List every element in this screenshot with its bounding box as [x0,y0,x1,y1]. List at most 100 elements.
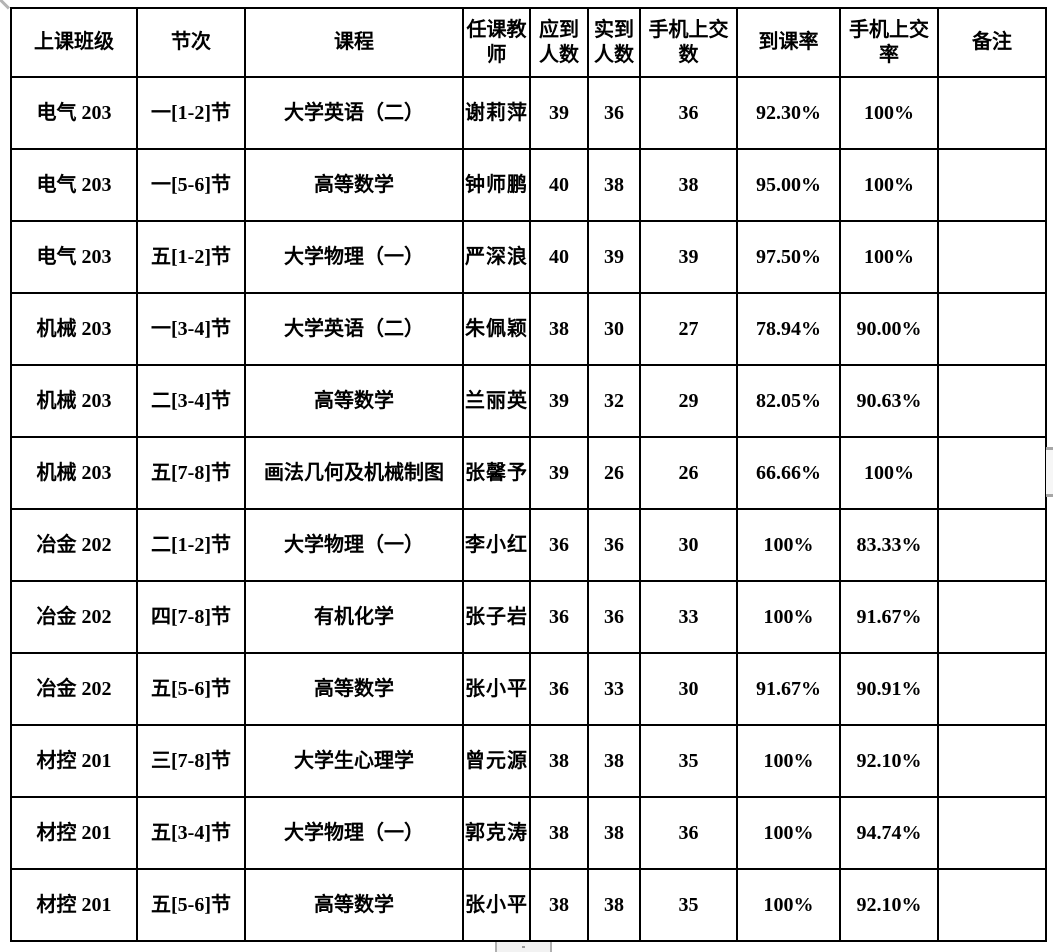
table-row: 冶金 202 四[7-8]节 有机化学 张子岩 36 36 33 100% 91.67% [10,580,1047,654]
table-cell: 36 [529,580,589,654]
table-cell: 92.30% [736,76,841,150]
table-cell: 38 [587,868,641,942]
scrollbar-grip-icon [521,946,525,948]
table-cell: 李小红 [462,508,531,582]
table-cell: 92.10% [839,724,939,798]
table-cell: 36 [639,796,738,870]
table-cell: 39 [639,220,738,294]
table-cell [937,868,1047,942]
table-cell [937,148,1047,222]
table-cell [937,508,1047,582]
table-cell: 大学物理（一） [244,508,464,582]
table-cell: 36 [587,76,641,150]
table-cell: 36 [587,508,641,582]
table-cell: 张子岩 [462,580,531,654]
table-cell: 画法几何及机械制图 [244,436,464,510]
table-cell [937,580,1047,654]
table-cell: 40 [529,220,589,294]
column-header-0: 上课班级 [10,7,138,78]
table-cell: 朱佩颖 [462,292,531,366]
table-cell: 冶金 202 [10,508,138,582]
table-cell: 钟师鹏 [462,148,531,222]
table-cell: 39 [529,364,589,438]
table-body: 电气 203 一[1-2]节 大学英语（二） 谢莉萍 39 36 36 92.30% 100% 电… [10,76,1047,942]
table-cell: 90.63% [839,364,939,438]
table-cell: 冶金 202 [10,652,138,726]
table-cell: 电气 203 [10,76,138,150]
table-cell: 83.33% [839,508,939,582]
table-cell: 冶金 202 [10,580,138,654]
table-row: 材控 201 三[7-8]节 大学生心理学 曾元源 38 38 35 100% 92.10% [10,724,1047,798]
table-cell: 机械 203 [10,292,138,366]
table-cell: 92.10% [839,868,939,942]
table-cell: 36 [587,580,641,654]
table-cell: 电气 203 [10,220,138,294]
table-cell [937,796,1047,870]
table-cell: 高等数学 [244,364,464,438]
table-cell: 四[7-8]节 [136,580,246,654]
table-cell: 100% [736,868,841,942]
table-cell: 五[1-2]节 [136,220,246,294]
table-cell [937,436,1047,510]
table-cell: 二[3-4]节 [136,364,246,438]
table-cell: 100% [839,220,939,294]
table-cell: 39 [587,220,641,294]
table-cell: 谢莉萍 [462,76,531,150]
horizontal-scrollbar-thumb[interactable] [495,942,552,952]
table-cell: 82.05% [736,364,841,438]
table-cell: 90.91% [839,652,939,726]
table-cell: 26 [587,436,641,510]
table-cell: 郭克涛 [462,796,531,870]
table-cell: 大学英语（二） [244,292,464,366]
vertical-scrollbar-thumb[interactable] [1046,447,1053,497]
table-cell [937,220,1047,294]
table-cell: 一[1-2]节 [136,76,246,150]
column-header-4: 应到人数 [529,7,589,78]
table-cell: 33 [639,580,738,654]
table-cell: 94.74% [839,796,939,870]
table-cell: 91.67% [839,580,939,654]
table-cell: 40 [529,148,589,222]
table-cell: 29 [639,364,738,438]
table-cell: 有机化学 [244,580,464,654]
table-cell [937,292,1047,366]
table-cell: 38 [587,724,641,798]
table-cell: 38 [529,796,589,870]
table-cell: 30 [587,292,641,366]
table-cell: 二[1-2]节 [136,508,246,582]
table-cell: 电气 203 [10,148,138,222]
table-cell: 39 [529,76,589,150]
table-cell: 36 [639,76,738,150]
table-cell: 三[7-8]节 [136,724,246,798]
table-cell: 38 [587,796,641,870]
column-header-5: 实到人数 [587,7,641,78]
table-cell: 91.67% [736,652,841,726]
table-cell: 36 [529,508,589,582]
table-row: 材控 201 五[3-4]节 大学物理（一） 郭克涛 38 38 36 100% 94.74% [10,796,1047,870]
table-cell: 张小平 [462,652,531,726]
table-cell [937,364,1047,438]
column-header-1: 节次 [136,7,246,78]
table-cell: 38 [639,148,738,222]
table-cell: 100% [839,436,939,510]
table-cell: 机械 203 [10,436,138,510]
table-cell: 大学物理（一） [244,220,464,294]
table-row: 电气 203 五[1-2]节 大学物理（一） 严深浪 40 39 39 97.50% 100% [10,220,1047,294]
attendance-table: 上课班级 节次 课程 任课教师 应到人数 实到人数 手机上交数 到课率 手机上交率 备注 电气 2… [10,7,1047,942]
table-cell: 90.00% [839,292,939,366]
table-cell: 100% [736,508,841,582]
column-header-3: 任课教师 [462,7,531,78]
table-cell: 五[7-8]节 [136,436,246,510]
header-row: 上课班级 节次 课程 任课教师 应到人数 实到人数 手机上交数 到课率 手机上交率 备注 [10,7,1047,78]
table-cell: 材控 201 [10,868,138,942]
table-cell: 材控 201 [10,724,138,798]
table-cell: 大学生心理学 [244,724,464,798]
table-cell: 张小平 [462,868,531,942]
table-cell: 97.50% [736,220,841,294]
table-cell: 五[5-6]节 [136,868,246,942]
table-cell: 36 [529,652,589,726]
table-cell: 33 [587,652,641,726]
table-row: 机械 203 五[7-8]节 画法几何及机械制图 张馨予 39 26 26 66.66% 100… [10,436,1047,510]
table-cell: 高等数学 [244,148,464,222]
table-cell [937,724,1047,798]
